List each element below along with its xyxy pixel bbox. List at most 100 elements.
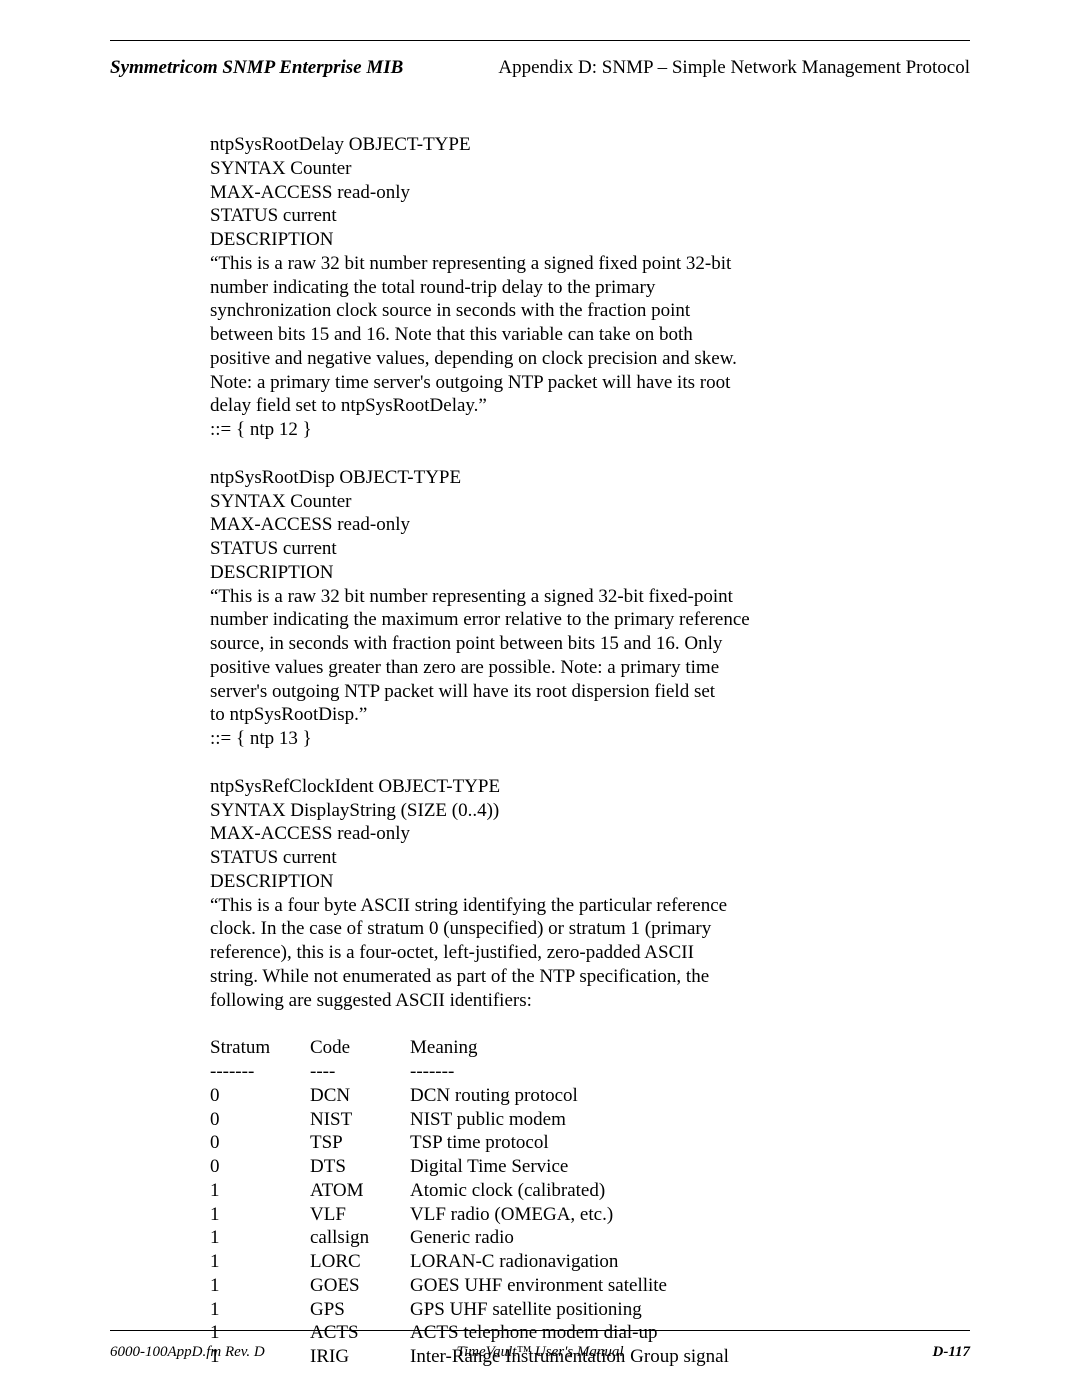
table-row: 1LORCLORAN-C radionavigation <box>210 1250 970 1274</box>
footer-left: 6000-100AppD.fm Rev. D <box>110 1344 265 1361</box>
page: Symmetricom SNMP Enterprise MIB Appendix… <box>0 0 1080 1397</box>
mib-line: MAX-ACCESS read-only <box>210 513 970 537</box>
col-stratum-dash: ------- <box>210 1060 310 1084</box>
mib-line: positive values greater than zero are po… <box>210 656 970 680</box>
footer-right: D-117 <box>933 1344 971 1361</box>
col-stratum-header: Stratum <box>210 1036 310 1060</box>
cell-code: ACTS <box>310 1321 410 1345</box>
mib-line: delay field set to ntpSysRootDelay.” <box>210 394 970 418</box>
mib-line: to ntpSysRootDisp.” <box>210 703 970 727</box>
mib-line: MAX-ACCESS read-only <box>210 822 970 846</box>
cell-stratum: 0 <box>210 1108 310 1132</box>
table-row: 1callsignGeneric radio <box>210 1226 970 1250</box>
mib-line: source, in seconds with fraction point b… <box>210 632 970 656</box>
bottom-rule <box>110 1330 970 1331</box>
cell-code: TSP <box>310 1131 410 1155</box>
cell-meaning: TSP time protocol <box>410 1131 970 1155</box>
table-row: 1ACTSACTS telephone modem dial-up <box>210 1321 970 1345</box>
cell-code: ATOM <box>310 1179 410 1203</box>
cell-stratum: 1 <box>210 1226 310 1250</box>
table-divider: ------- ---- ------- <box>210 1060 970 1084</box>
cell-code: callsign <box>310 1226 410 1250</box>
mib-line: Note: a primary time server's outgoing N… <box>210 371 970 395</box>
mib-line: “This is a raw 32 bit number representin… <box>210 585 970 609</box>
mib-line: SYNTAX Counter <box>210 490 970 514</box>
mib-line: number indicating the maximum error rela… <box>210 608 970 632</box>
col-meaning-dash: ------- <box>410 1060 970 1084</box>
cell-code: LORC <box>310 1250 410 1274</box>
header-left: Symmetricom SNMP Enterprise MIB <box>110 57 403 79</box>
cell-meaning: DCN routing protocol <box>410 1084 970 1108</box>
cell-stratum: 0 <box>210 1155 310 1179</box>
mib-line: ::= { ntp 13 } <box>210 727 970 751</box>
table-row: 0TSPTSP time protocol <box>210 1131 970 1155</box>
mib-line: DESCRIPTION <box>210 228 970 252</box>
cell-stratum: 0 <box>210 1084 310 1108</box>
mib-line: reference), this is a four-octet, left-j… <box>210 941 970 965</box>
cell-stratum: 0 <box>210 1131 310 1155</box>
mib-line: SYNTAX Counter <box>210 157 970 181</box>
mib-line: “This is a four byte ASCII string identi… <box>210 894 970 918</box>
col-code-dash: ---- <box>310 1060 410 1084</box>
cell-code: GOES <box>310 1274 410 1298</box>
cell-meaning: GOES UHF environment satellite <box>410 1274 970 1298</box>
mib-line: synchronization clock source in seconds … <box>210 299 970 323</box>
mib-line: ::= { ntp 12 } <box>210 418 970 442</box>
table-row: 0DTSDigital Time Service <box>210 1155 970 1179</box>
col-meaning-header: Meaning <box>410 1036 970 1060</box>
cell-code: VLF <box>310 1203 410 1227</box>
mib-line: MAX-ACCESS read-only <box>210 181 970 205</box>
mib-line: between bits 15 and 16. Note that this v… <box>210 323 970 347</box>
mib-block-ntpSysRootDisp: ntpSysRootDisp OBJECT-TYPE SYNTAX Counte… <box>210 466 970 751</box>
mib-line: STATUS current <box>210 204 970 228</box>
cell-meaning: VLF radio (OMEGA, etc.) <box>410 1203 970 1227</box>
cell-meaning: GPS UHF satellite positioning <box>410 1298 970 1322</box>
mib-line: following are suggested ASCII identifier… <box>210 989 970 1013</box>
mib-line: DESCRIPTION <box>210 561 970 585</box>
content: ntpSysRootDelay OBJECT-TYPE SYNTAX Count… <box>110 133 970 1369</box>
mib-line: number indicating the total round-trip d… <box>210 276 970 300</box>
mib-line: ntpSysRootDisp OBJECT-TYPE <box>210 466 970 490</box>
cell-code: DTS <box>310 1155 410 1179</box>
mib-line: SYNTAX DisplayString (SIZE (0..4)) <box>210 799 970 823</box>
stratum-table: Stratum Code Meaning ------- ---- ------… <box>210 1036 970 1369</box>
cell-stratum: 1 <box>210 1298 310 1322</box>
cell-meaning: LORAN-C radionavigation <box>410 1250 970 1274</box>
col-code-header: Code <box>310 1036 410 1060</box>
mib-block-ntpSysRootDelay: ntpSysRootDelay OBJECT-TYPE SYNTAX Count… <box>210 133 970 442</box>
cell-meaning: Atomic clock (calibrated) <box>410 1179 970 1203</box>
mib-line: ntpSysRefClockIdent OBJECT-TYPE <box>210 775 970 799</box>
cell-stratum: 1 <box>210 1250 310 1274</box>
cell-stratum: 1 <box>210 1203 310 1227</box>
mib-line: DESCRIPTION <box>210 870 970 894</box>
page-footer: 6000-100AppD.fm Rev. D TimeVault™ User's… <box>110 1344 970 1361</box>
cell-code: NIST <box>310 1108 410 1132</box>
cell-stratum: 1 <box>210 1274 310 1298</box>
cell-stratum: 1 <box>210 1321 310 1345</box>
cell-stratum: 1 <box>210 1179 310 1203</box>
cell-code: DCN <box>310 1084 410 1108</box>
cell-meaning: Generic radio <box>410 1226 970 1250</box>
mib-block-ntpSysRefClockIdent: ntpSysRefClockIdent OBJECT-TYPE SYNTAX D… <box>210 775 970 1013</box>
mib-line: positive and negative values, depending … <box>210 347 970 371</box>
cell-meaning: Digital Time Service <box>410 1155 970 1179</box>
table-row: 0DCNDCN routing protocol <box>210 1084 970 1108</box>
mib-line: STATUS current <box>210 537 970 561</box>
mib-line: clock. In the case of stratum 0 (unspeci… <box>210 917 970 941</box>
mib-line: server's outgoing NTP packet will have i… <box>210 680 970 704</box>
cell-meaning: ACTS telephone modem dial-up <box>410 1321 970 1345</box>
top-rule <box>110 40 970 41</box>
mib-line: string. While not enumerated as part of … <box>210 965 970 989</box>
table-row: 0NISTNIST public modem <box>210 1108 970 1132</box>
mib-line: ntpSysRootDelay OBJECT-TYPE <box>210 133 970 157</box>
table-row: 1GPSGPS UHF satellite positioning <box>210 1298 970 1322</box>
mib-line: STATUS current <box>210 846 970 870</box>
table-row: 1VLFVLF radio (OMEGA, etc.) <box>210 1203 970 1227</box>
table-row: 1ATOMAtomic clock (calibrated) <box>210 1179 970 1203</box>
table-header: Stratum Code Meaning <box>210 1036 970 1060</box>
table-row: 1GOESGOES UHF environment satellite <box>210 1274 970 1298</box>
cell-code: GPS <box>310 1298 410 1322</box>
mib-line: “This is a raw 32 bit number representin… <box>210 252 970 276</box>
header-right: Appendix D: SNMP – Simple Network Manage… <box>498 57 970 79</box>
cell-meaning: NIST public modem <box>410 1108 970 1132</box>
